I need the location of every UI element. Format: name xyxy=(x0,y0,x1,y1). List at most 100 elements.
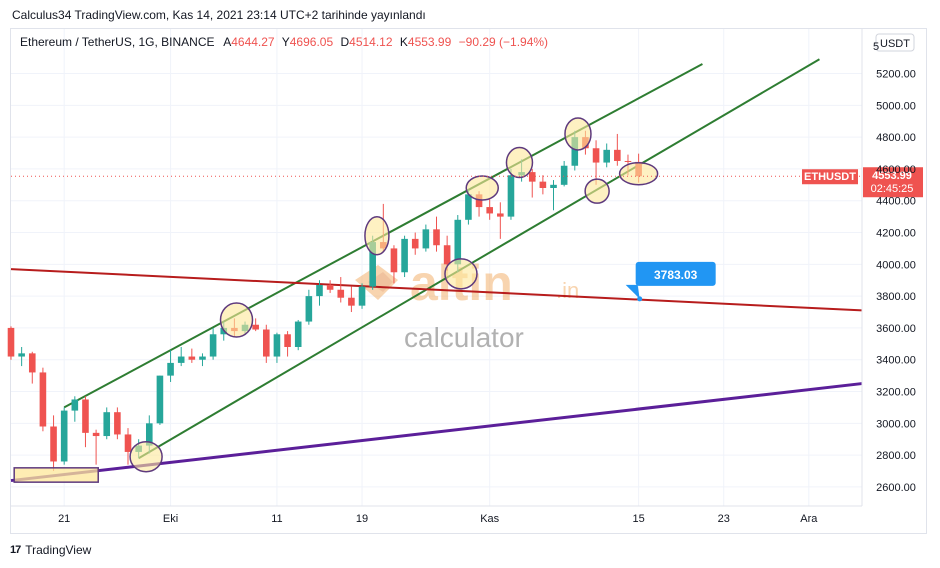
candle-body xyxy=(39,372,47,427)
candle[interactable] xyxy=(28,351,36,384)
candle-body xyxy=(614,149,621,161)
candle[interactable] xyxy=(71,396,79,422)
callout-pointer xyxy=(625,284,640,299)
candle[interactable] xyxy=(465,189,472,225)
highlight-ellipse[interactable] xyxy=(465,175,499,201)
highlight-ellipse[interactable] xyxy=(219,302,254,338)
candle[interactable] xyxy=(528,168,536,198)
ohlc-legend: Ethereum / TetherUS, 1G, BINANCE A4644.2… xyxy=(20,35,548,49)
candle[interactable] xyxy=(124,428,132,465)
candle[interactable] xyxy=(326,280,334,293)
candle-body xyxy=(145,423,153,446)
candle[interactable] xyxy=(433,216,440,252)
candle[interactable] xyxy=(39,367,47,432)
candle-body xyxy=(284,334,291,347)
candle[interactable] xyxy=(401,235,408,278)
candle[interactable] xyxy=(411,232,419,255)
time-tick-label: 11 xyxy=(271,513,282,525)
price-tick-label: 2600.00 xyxy=(876,482,916,494)
price-tick-label: 5200.00 xyxy=(876,69,916,81)
candle[interactable] xyxy=(348,286,355,313)
highlight-rectangle[interactable] xyxy=(13,467,99,483)
candle[interactable] xyxy=(560,160,568,187)
candle[interactable] xyxy=(422,224,430,252)
candle[interactable] xyxy=(60,407,68,465)
candle[interactable] xyxy=(263,324,270,363)
highlight-ellipse[interactable] xyxy=(129,440,163,473)
candle-body xyxy=(326,284,334,290)
highlight-ellipse[interactable] xyxy=(564,117,592,151)
candle-body xyxy=(497,213,504,217)
candle[interactable] xyxy=(273,332,281,363)
candle[interactable] xyxy=(316,280,323,306)
svg-text:USDT: USDT xyxy=(880,38,910,50)
footer: 17 TradingView xyxy=(10,543,91,557)
ticker-tag-bg xyxy=(802,169,858,185)
watermark-tld: .in xyxy=(556,278,579,303)
candle[interactable] xyxy=(167,350,174,382)
candle-body xyxy=(177,356,185,363)
candle[interactable] xyxy=(550,180,557,211)
candle-body xyxy=(263,329,270,357)
candle[interactable] xyxy=(614,133,621,166)
candle-body xyxy=(7,327,15,357)
candle[interactable] xyxy=(252,318,259,332)
candle[interactable] xyxy=(50,415,57,472)
candle[interactable] xyxy=(209,327,217,360)
candle-body xyxy=(560,165,568,185)
price-tick-label: 5000.00 xyxy=(876,100,916,112)
publication-info: Calculus34 TradingView.com, Kas 14, 2021… xyxy=(12,8,426,22)
candle[interactable] xyxy=(103,407,111,440)
candle-body xyxy=(156,375,164,424)
currency-button[interactable]: USDT xyxy=(875,33,915,52)
candle[interactable] xyxy=(390,245,398,284)
symbol-title: Ethereum / TetherUS, 1G, BINANCE xyxy=(20,35,215,49)
candle[interactable] xyxy=(92,429,100,465)
highlight-ellipse[interactable] xyxy=(505,146,534,179)
candle[interactable] xyxy=(18,347,25,367)
highlight-ellipse[interactable] xyxy=(584,178,610,204)
highlight-ellipse[interactable] xyxy=(444,258,478,290)
candle[interactable] xyxy=(284,331,291,357)
candle[interactable] xyxy=(486,199,493,220)
candle[interactable] xyxy=(7,326,15,360)
highlight-ellipse[interactable] xyxy=(364,215,390,256)
candle[interactable] xyxy=(539,175,547,195)
candle[interactable] xyxy=(82,396,89,448)
callout-value: 3783.03 xyxy=(654,268,698,282)
price-tick-label: 2800.00 xyxy=(876,450,916,462)
countdown-value: 02:45:25 xyxy=(871,183,914,195)
candle[interactable] xyxy=(603,143,610,168)
candle-body xyxy=(124,434,132,452)
candle[interactable] xyxy=(294,319,302,351)
time-axis: 21 Eki 11 19 Kas 15 23 Ara xyxy=(11,505,862,525)
red-line[interactable] xyxy=(10,268,863,312)
channel-lower[interactable] xyxy=(138,58,820,460)
candle[interactable] xyxy=(507,168,515,220)
candle[interactable] xyxy=(199,353,206,367)
highlight-ellipse[interactable] xyxy=(618,161,659,186)
candle[interactable] xyxy=(592,140,600,185)
candle[interactable] xyxy=(156,375,164,425)
candle-body xyxy=(114,412,121,435)
price-tick-label: 3800.00 xyxy=(876,291,916,303)
candle[interactable] xyxy=(305,289,313,325)
candle[interactable] xyxy=(337,277,345,303)
candle[interactable] xyxy=(358,283,366,309)
ticker-tag: ETHUSDT xyxy=(802,169,858,185)
callout-box[interactable] xyxy=(635,261,716,286)
candle-body xyxy=(411,238,419,249)
candle[interactable] xyxy=(497,202,504,239)
candle[interactable] xyxy=(114,407,121,440)
candle-body xyxy=(252,324,259,330)
candle[interactable] xyxy=(188,348,196,363)
candle-body xyxy=(422,229,430,249)
candle-body xyxy=(316,284,323,297)
candle-body xyxy=(550,184,557,188)
footer-brand: TradingView xyxy=(25,543,92,557)
tradingview-logo-icon: 17 xyxy=(10,544,21,556)
candle-body xyxy=(475,194,483,208)
candle[interactable] xyxy=(177,347,185,367)
candle[interactable] xyxy=(443,235,451,271)
